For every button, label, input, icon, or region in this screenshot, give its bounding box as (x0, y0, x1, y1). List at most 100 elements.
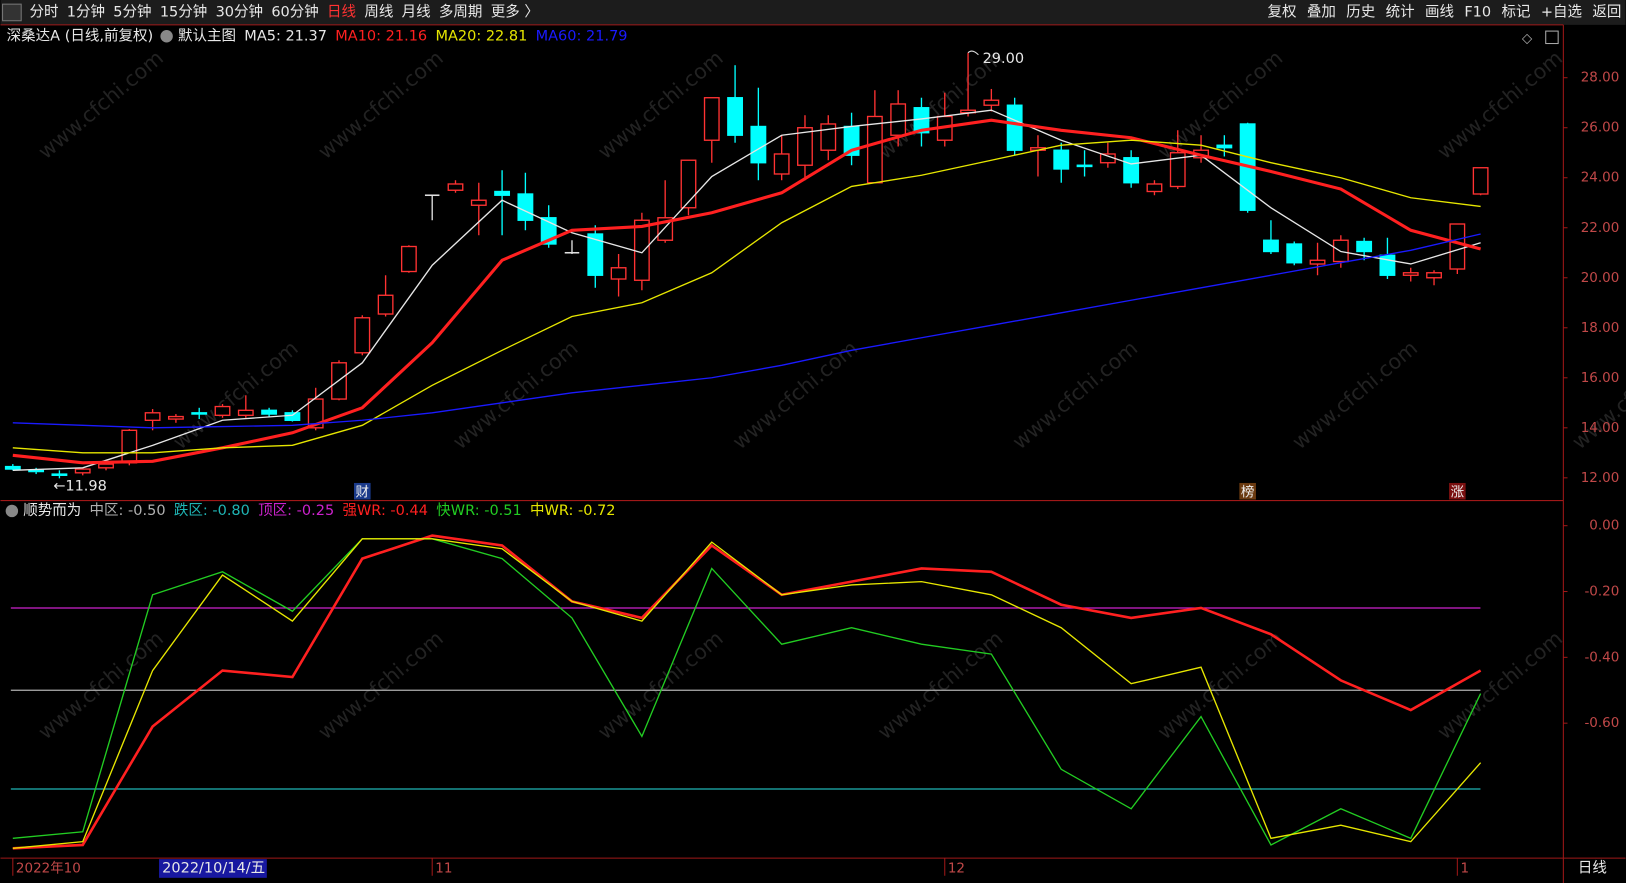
candle-body (354, 317, 371, 354)
watermark: www.cfchi.com (873, 626, 1007, 744)
legend-entry: MA10: 21.16 (335, 28, 427, 44)
y-tick-label: 18.00 (1581, 320, 1620, 336)
y-tick-label: 28.00 (1581, 70, 1620, 86)
series-line (12, 534, 1482, 850)
candle-body (866, 115, 883, 184)
toolbar-item[interactable]: 5分钟 (113, 3, 151, 20)
candle-body (4, 465, 21, 470)
watermark: www.cfchi.com (593, 626, 727, 744)
toolbar-item[interactable]: 历史 (1346, 3, 1375, 20)
event-marker[interactable]: 榜 (1241, 483, 1254, 500)
toolbar-item[interactable]: 日线 (327, 3, 356, 20)
toolbar-item[interactable]: 60分钟 (271, 3, 318, 20)
event-marker[interactable]: 涨 (1451, 484, 1465, 500)
icon-window[interactable] (1545, 30, 1559, 45)
x-tick-label: 12 (948, 860, 965, 876)
watermark: www.cfchi.com (34, 46, 168, 164)
toolbar-item[interactable]: 30分钟 (216, 3, 263, 20)
candle-body (1146, 183, 1163, 193)
candle-body (517, 193, 534, 221)
candle-body (1402, 272, 1419, 276)
candle-body (890, 103, 907, 136)
toolbar-item[interactable]: 月线 (402, 3, 431, 20)
watermark: www.cfchi.com (1153, 626, 1287, 744)
candle-body (1123, 157, 1140, 184)
candle-body (98, 463, 114, 469)
toolbar-item[interactable]: +自选 (1541, 3, 1582, 20)
candle-body (750, 125, 767, 164)
candle-body (28, 469, 45, 473)
candle-body (610, 267, 627, 280)
candle-body (284, 412, 301, 421)
series-line (12, 118, 1482, 465)
watermark: www.cfchi.com (1433, 46, 1567, 164)
legend-entry: 顶区: -0.25 (258, 503, 334, 519)
series-line (12, 233, 1481, 429)
watermark: www.cfchi.com (448, 336, 582, 454)
toolbar-item[interactable]: 叠加 (1307, 3, 1336, 20)
event-marker[interactable]: 财 (356, 484, 369, 500)
candle-body (121, 429, 138, 464)
y-tick-label: -0.40 (1584, 649, 1619, 665)
legend-entry: MA5: 21.37 (244, 28, 327, 44)
annotation: ←11.98 (53, 479, 107, 495)
toolbar-item[interactable]: 画线 (1425, 3, 1454, 20)
candle-body (1449, 223, 1466, 270)
candle-body (1286, 243, 1303, 264)
candle-body (1076, 164, 1093, 168)
watermark: www.cfchi.com (1288, 336, 1422, 454)
annotation: 29.00 (983, 51, 1025, 67)
candle-body (680, 159, 697, 209)
candle-body (1053, 149, 1070, 170)
y-tick-label: 26.00 (1581, 120, 1620, 136)
toolbar-left: 分时 1分钟 5分钟 15分钟 30分钟 60分钟 日线 周线 月线 多周期 更多 〉 (29, 3, 538, 20)
candle-body (214, 405, 231, 416)
icon-diamond[interactable]: ◇ (1522, 30, 1533, 46)
toolbar-item[interactable]: 多周期 (439, 3, 483, 20)
y-tick-label: 24.00 (1581, 170, 1620, 186)
candle-body (1309, 259, 1326, 265)
y-tick-label: -0.20 (1584, 584, 1619, 600)
toolbar-item[interactable]: 更多 〉 (491, 3, 539, 20)
y-tick-label: -0.60 (1584, 715, 1619, 731)
panel-icon[interactable] (5, 504, 19, 518)
menu-icon[interactable] (2, 3, 22, 22)
series-line (12, 139, 1481, 454)
toolbar-item[interactable]: 分时 (29, 3, 58, 20)
candle-body (727, 97, 744, 136)
y-tick-label: 16.00 (1581, 370, 1620, 386)
candle-body (1356, 240, 1373, 253)
y-tick-label: 20.00 (1581, 270, 1620, 286)
toolbar-item[interactable]: 标记 (1501, 3, 1530, 20)
toolbar-item[interactable]: 返回 (1592, 3, 1621, 20)
candle-body (797, 127, 813, 166)
toolbar-item[interactable]: 1分钟 (67, 3, 105, 20)
candle-body (703, 97, 720, 141)
panel-title: 深桑达A (日线,前复权) (7, 26, 153, 44)
candle-body (1006, 104, 1023, 151)
toolbar-item[interactable]: 周线 (364, 3, 393, 20)
toolbar-item[interactable]: 统计 (1386, 3, 1415, 20)
candle-body (1216, 144, 1233, 149)
series-line (12, 538, 1482, 849)
period-label[interactable]: 日线 (1578, 859, 1607, 876)
toolbar-item[interactable]: 复权 (1268, 2, 1297, 20)
candle-body (167, 415, 184, 420)
candle-body (261, 409, 278, 415)
toolbar-item[interactable]: F10 (1464, 4, 1491, 20)
y-tick-label: 0.00 (1589, 518, 1619, 534)
cursor-date: 2022/10/14/五 (162, 860, 265, 876)
toolbar-bg (0, 0, 1626, 25)
y-tick-label: 12.00 (1581, 470, 1620, 486)
legend-entry: 快WR: -0.51 (436, 502, 521, 519)
toolbar-item[interactable]: 15分钟 (160, 3, 207, 20)
candle-body (307, 398, 324, 429)
event-bg (354, 482, 371, 500)
candle-body (494, 190, 511, 196)
legend-entry: 中区: -0.50 (90, 502, 166, 519)
panel-icon[interactable] (160, 30, 173, 43)
annotation-arrow (967, 50, 979, 56)
panel-subtitle: 默认主图 (178, 27, 236, 44)
candle-body (191, 412, 208, 415)
